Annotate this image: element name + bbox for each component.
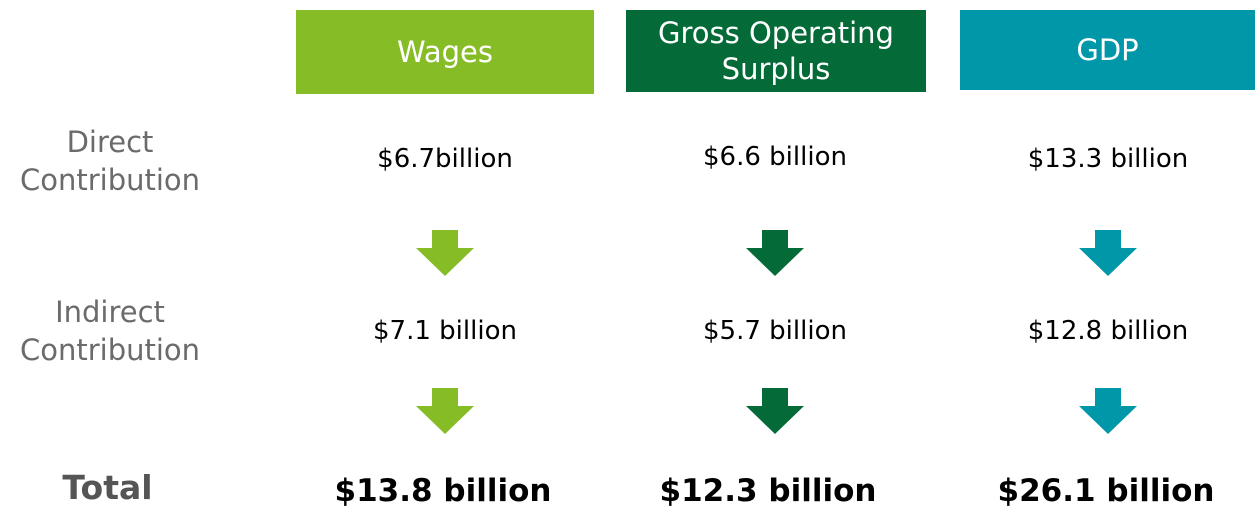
row-label: Direct Contribution [19, 125, 201, 197]
arrow [416, 230, 474, 276]
arrow [1079, 388, 1137, 434]
direct-value: $6.7billion [377, 144, 513, 174]
indirect-value: $7.1 billion [373, 316, 517, 346]
column-header: Gross Operating Surplus [626, 10, 926, 92]
column-header: Wages [296, 10, 594, 94]
column-header: GDP [960, 10, 1255, 90]
direct-value: $6.6 billion [703, 142, 847, 172]
total-value: $13.8 billion [334, 473, 552, 509]
indirect-value: $12.8 billion [1027, 316, 1189, 346]
row-label: Indirect Contribution [19, 295, 201, 367]
arrow [416, 388, 474, 434]
direct-value: $13.3 billion [1027, 144, 1189, 174]
indirect-value: $5.7 billion [703, 316, 847, 346]
arrow [746, 230, 804, 276]
row-label: Total [62, 468, 153, 507]
total-value: $26.1 billion [997, 473, 1215, 509]
arrow [1079, 230, 1137, 276]
arrow [746, 388, 804, 434]
total-value: $12.3 billion [659, 473, 877, 509]
